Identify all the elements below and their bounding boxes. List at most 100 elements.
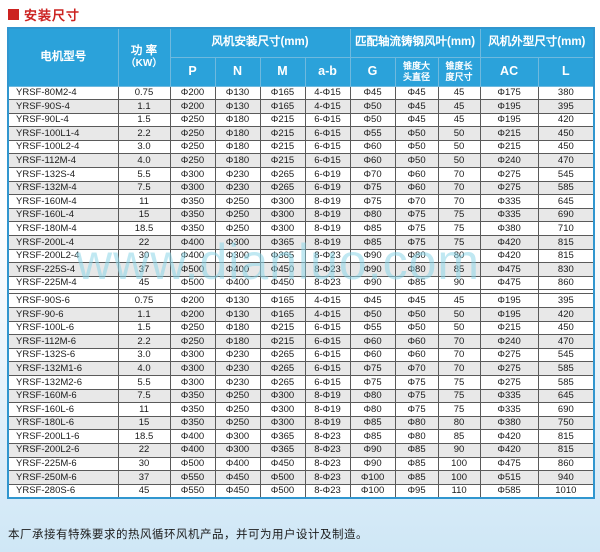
value-cell: 85	[437, 262, 481, 277]
value-cell: 4.0	[117, 153, 171, 169]
value-cell: Φ350	[169, 221, 216, 237]
value-cell: Φ85	[349, 221, 396, 237]
value-cell: Φ380	[479, 221, 539, 237]
value-cell: Φ475	[479, 456, 539, 472]
value-cell: Φ335	[479, 402, 539, 417]
value-cell: Φ90	[349, 442, 396, 458]
value-cell: 6-Φ15	[304, 153, 351, 169]
value-cell: Φ515	[479, 470, 539, 485]
value-cell: 11	[117, 402, 171, 417]
value-cell: 1010	[537, 483, 595, 499]
table-row: YRSF-200L1-6 18.5 Φ400 Φ300 Φ365 8-Φ23 Φ85 Φ80 8…	[7, 429, 595, 444]
table-row: YRSF-100L2-4 3.0 Φ250 Φ180 Φ215 6-Φ15 Φ60 Φ50 50…	[7, 139, 595, 155]
value-cell: 3.0	[117, 347, 171, 363]
value-cell: Φ350	[169, 402, 216, 417]
value-cell: Φ60	[349, 334, 396, 349]
header-taper-length: 锥度长 度尺寸	[437, 56, 481, 87]
value-cell: Φ420	[479, 248, 539, 264]
table-row: YRSF-225M-4 45 Φ500 Φ400 Φ450 8-Φ23 Φ90 Φ85 90 Φ4…	[7, 275, 595, 291]
table-row: YRSF-112M-4 4.0 Φ250 Φ180 Φ215 6-Φ15 Φ60 Φ50 50 Φ…	[7, 153, 595, 169]
value-cell: Φ250	[169, 334, 216, 349]
value-cell: Φ90	[349, 275, 396, 291]
model-cell: YRSF-100L1-4	[7, 126, 119, 141]
value-cell: Φ550	[169, 483, 216, 499]
value-cell: Φ70	[394, 194, 439, 209]
value-cell: Φ75	[394, 374, 439, 390]
value-cell: 815	[537, 248, 595, 264]
value-cell: 830	[537, 262, 595, 277]
value-cell: Φ200	[169, 307, 216, 322]
value-cell: 45	[437, 112, 481, 128]
value-cell: 45	[437, 293, 481, 308]
value-cell: 8-Φ19	[304, 402, 351, 417]
value-cell: Φ90	[349, 456, 396, 472]
model-cell: YRSF-180L-6	[7, 415, 119, 431]
table-row: YRSF-280S-6 45 Φ550 Φ450 Φ500 8-Φ23 Φ100 Φ95 110…	[7, 483, 595, 499]
value-cell: Φ90	[349, 248, 396, 264]
value-cell: Φ50	[394, 320, 439, 336]
value-cell: Φ450	[259, 275, 306, 291]
value-cell: Φ200	[169, 85, 216, 101]
value-cell: 4-Φ15	[304, 99, 351, 114]
value-cell: Φ75	[394, 221, 439, 237]
value-cell: Φ250	[169, 320, 216, 336]
value-cell: 45	[437, 85, 481, 101]
table-row: YRSF-250M-6 37 Φ550 Φ450 Φ500 8-Φ23 Φ100 Φ85 100…	[7, 470, 595, 485]
model-cell: YRSF-160L-4	[7, 207, 119, 223]
header-ab: a-b	[304, 56, 351, 87]
value-cell: 75	[437, 235, 481, 250]
table-row: YRSF-180M-4 18.5 Φ350 Φ250 Φ300 8-Φ19 Φ85 Φ75 75…	[7, 221, 595, 237]
value-cell: Φ180	[214, 320, 261, 336]
value-cell: Φ350	[169, 207, 216, 223]
value-cell: 0.75	[117, 293, 171, 308]
value-cell: Φ180	[214, 126, 261, 141]
value-cell: 8-Φ23	[304, 483, 351, 499]
value-cell: 37	[117, 262, 171, 277]
value-cell: 545	[537, 167, 595, 182]
model-cell: YRSF-200L2-6	[7, 442, 119, 458]
separator-cell	[304, 289, 351, 295]
value-cell: 30	[117, 248, 171, 264]
value-cell: Φ80	[394, 262, 439, 277]
footer-note: 本厂承接有特殊要求的热风循环风机产品，并可为用户设计及制造。	[8, 529, 368, 541]
model-cell: YRSF-100L-6	[7, 320, 119, 336]
table-row: YRSF-132M1-6 4.0 Φ300 Φ230 Φ265 6-Φ15 Φ75 Φ70 70…	[7, 361, 595, 376]
value-cell: Φ300	[214, 429, 261, 444]
header-group-outline: 风机外型尺寸(mm)	[479, 27, 595, 58]
value-cell: 8-Φ23	[304, 470, 351, 485]
model-cell: YRSF-90S-4	[7, 99, 119, 114]
value-cell: Φ450	[214, 470, 261, 485]
value-cell: Φ180	[214, 112, 261, 128]
value-cell: 860	[537, 275, 595, 291]
value-cell: Φ335	[479, 207, 539, 223]
value-cell: Φ550	[169, 470, 216, 485]
value-cell: Φ250	[169, 139, 216, 155]
value-cell: Φ45	[394, 99, 439, 114]
table-row: YRSF-90L-4 1.5 Φ250 Φ180 Φ215 6-Φ15 Φ50 Φ45 45 Φ1…	[7, 112, 595, 128]
model-cell: YRSF-112M-6	[7, 334, 119, 349]
value-cell: 80	[437, 415, 481, 431]
value-cell: 100	[437, 456, 481, 472]
table-row: YRSF-100L-6 1.5 Φ250 Φ180 Φ215 6-Φ15 Φ55 Φ50 50 Φ…	[7, 320, 595, 336]
value-cell: Φ335	[479, 194, 539, 209]
value-cell: 395	[537, 99, 595, 114]
value-cell: 6-Φ15	[304, 361, 351, 376]
value-cell: Φ300	[259, 402, 306, 417]
table-row: YRSF-160L-6 11 Φ350 Φ250 Φ300 8-Φ19 Φ80 Φ75 75 Φ3…	[7, 402, 595, 417]
value-cell: Φ60	[394, 167, 439, 182]
value-cell: Φ50	[394, 153, 439, 169]
header-power-line2: （KW）	[125, 58, 163, 70]
value-cell: Φ365	[259, 429, 306, 444]
table-row: YRSF-132S-6 3.0 Φ300 Φ230 Φ265 6-Φ15 Φ60 Φ60 70 Φ…	[7, 347, 595, 363]
value-cell: Φ55	[349, 126, 396, 141]
value-cell: Φ275	[479, 347, 539, 363]
value-cell: 50	[437, 126, 481, 141]
value-cell: 70	[437, 334, 481, 349]
value-cell: Φ350	[169, 388, 216, 404]
header-l: L	[537, 56, 595, 87]
value-cell: 8-Φ23	[304, 262, 351, 277]
model-cell: YRSF-225M-6	[7, 456, 119, 472]
value-cell: Φ60	[394, 347, 439, 363]
value-cell: 6-Φ15	[304, 347, 351, 363]
value-cell: Φ300	[259, 207, 306, 223]
